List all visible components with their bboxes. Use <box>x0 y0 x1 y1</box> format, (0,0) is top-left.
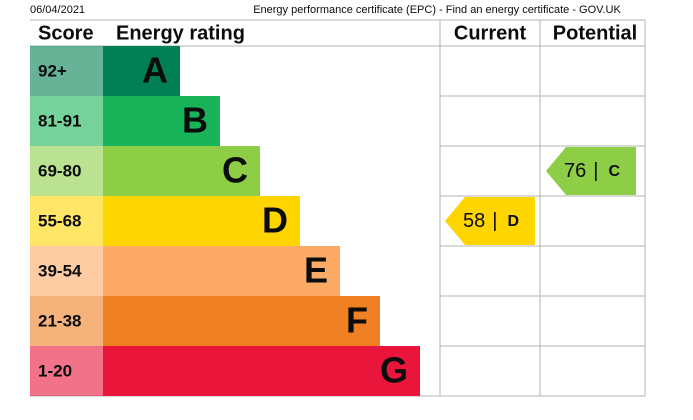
current-arrow <box>445 197 535 245</box>
rating-letter: F <box>346 300 368 341</box>
score-cell <box>30 246 103 296</box>
score-range: 1-20 <box>38 361 72 380</box>
score-range: 81-91 <box>38 111 81 130</box>
score-range: 39-54 <box>38 261 82 280</box>
rating-bar <box>103 246 340 296</box>
rating-letter: A <box>142 50 168 91</box>
rating-letter: D <box>262 200 288 241</box>
score-cell <box>30 46 103 96</box>
current-value: 58 <box>463 210 485 232</box>
current-band: D <box>507 213 519 230</box>
rating-letter: B <box>182 100 208 141</box>
column-header: Current <box>454 22 527 44</box>
rating-bar <box>103 296 380 346</box>
rating-letter: G <box>380 350 408 391</box>
score-cell <box>30 146 103 196</box>
score-cell <box>30 96 103 146</box>
current-separator: | <box>492 210 497 232</box>
rating-letter: C <box>222 150 248 191</box>
column-header: Energy rating <box>116 22 245 44</box>
potential-band: C <box>608 163 620 180</box>
score-range: 92+ <box>38 61 67 80</box>
print-date: 06/04/2021 <box>30 4 85 16</box>
rating-bar <box>103 346 420 396</box>
rating-bar <box>103 196 300 246</box>
score-range: 69-80 <box>38 161 81 180</box>
potential-separator: | <box>593 160 598 182</box>
potential-label: 76 | C <box>564 160 620 182</box>
score-cell <box>30 346 103 396</box>
current-label: 58 | D <box>463 210 519 232</box>
rating-letter: E <box>304 250 328 291</box>
score-range: 21-38 <box>38 311 81 330</box>
score-cell <box>30 196 103 246</box>
column-header: Potential <box>553 22 637 44</box>
score-cell <box>30 296 103 346</box>
potential-value: 76 <box>564 160 586 182</box>
rating-bar <box>103 146 260 196</box>
score-range: 55-68 <box>38 211 81 230</box>
column-header: Score <box>38 22 94 44</box>
rating-bar <box>103 46 180 96</box>
potential-arrow <box>546 147 636 195</box>
page-title: Energy performance certificate (EPC) - F… <box>253 4 621 16</box>
rating-bar <box>103 96 220 146</box>
